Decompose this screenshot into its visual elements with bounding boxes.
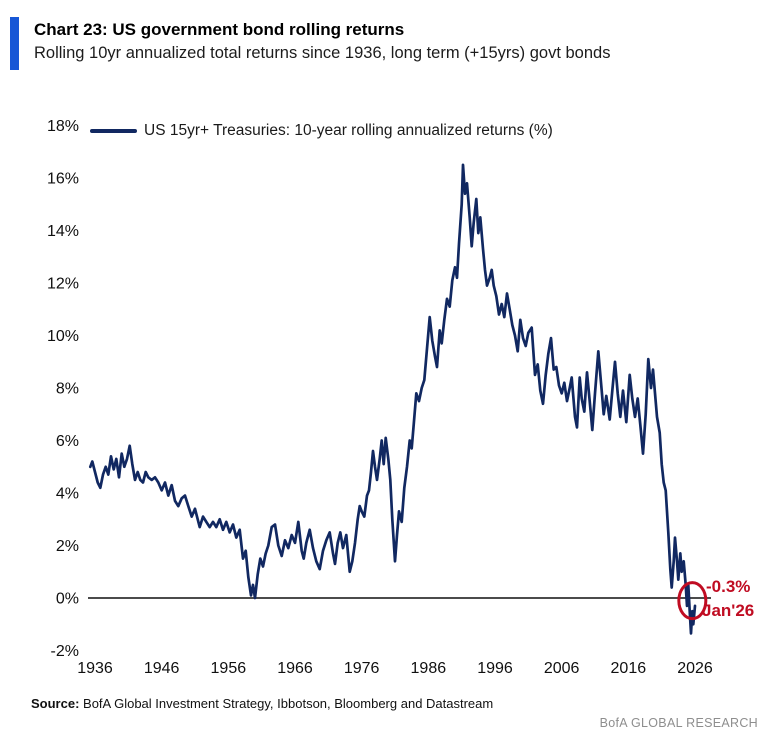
annotation-date: Jan'26 — [702, 601, 755, 620]
annotation-value: -0.3% — [706, 577, 751, 596]
y-axis-tick-label: 12% — [47, 276, 79, 293]
y-axis-tick-label: 0% — [56, 591, 79, 608]
y-axis-tick-label: 2% — [56, 538, 79, 555]
y-axis-tick-label: 18% — [47, 118, 79, 135]
series-line — [88, 163, 697, 635]
x-axis-tick-label: 2016 — [611, 660, 647, 677]
header-accent-bar — [10, 17, 19, 70]
y-axis-tick-label: 8% — [56, 381, 79, 398]
x-axis-tick-label: 1976 — [344, 660, 380, 677]
x-axis-tick-label: 2026 — [677, 660, 713, 677]
x-axis-tick-label: 1966 — [277, 660, 313, 677]
brand-text: BofA GLOBAL RESEARCH — [599, 716, 758, 730]
source-label: Source: — [31, 696, 80, 711]
legend-label: US 15yr+ Treasuries: 10-year rolling ann… — [144, 122, 553, 139]
x-axis-tick-label: 1956 — [211, 660, 247, 677]
highlight-circle — [677, 581, 708, 621]
y-axis-tick-label: 10% — [47, 328, 79, 345]
source-line: Source: BofA Global Investment Strategy,… — [31, 696, 493, 711]
legend-line-swatch — [90, 128, 137, 134]
x-axis-tick-label: 1996 — [477, 660, 513, 677]
x-axis-tick-label: 1936 — [77, 660, 113, 677]
y-axis-tick-label: 14% — [47, 223, 79, 240]
chart-subtitle: Rolling 10yr annualized total returns si… — [34, 44, 611, 62]
y-axis-tick-label: 16% — [47, 171, 79, 188]
chart-title: Chart 23: US government bond rolling ret… — [34, 20, 405, 39]
y-axis-tick-label: -2% — [51, 643, 79, 660]
x-axis-tick-label: 1986 — [411, 660, 447, 677]
y-axis-tick-label: 6% — [56, 433, 79, 450]
x-axis-tick-label: 2006 — [544, 660, 580, 677]
source-text: BofA Global Investment Strategy, Ibbotso… — [79, 696, 494, 711]
legend: US 15yr+ Treasuries: 10-year rolling ann… — [90, 122, 553, 140]
y-axis-tick-label: 4% — [56, 486, 79, 503]
x-axis-tick-label: 1946 — [144, 660, 180, 677]
